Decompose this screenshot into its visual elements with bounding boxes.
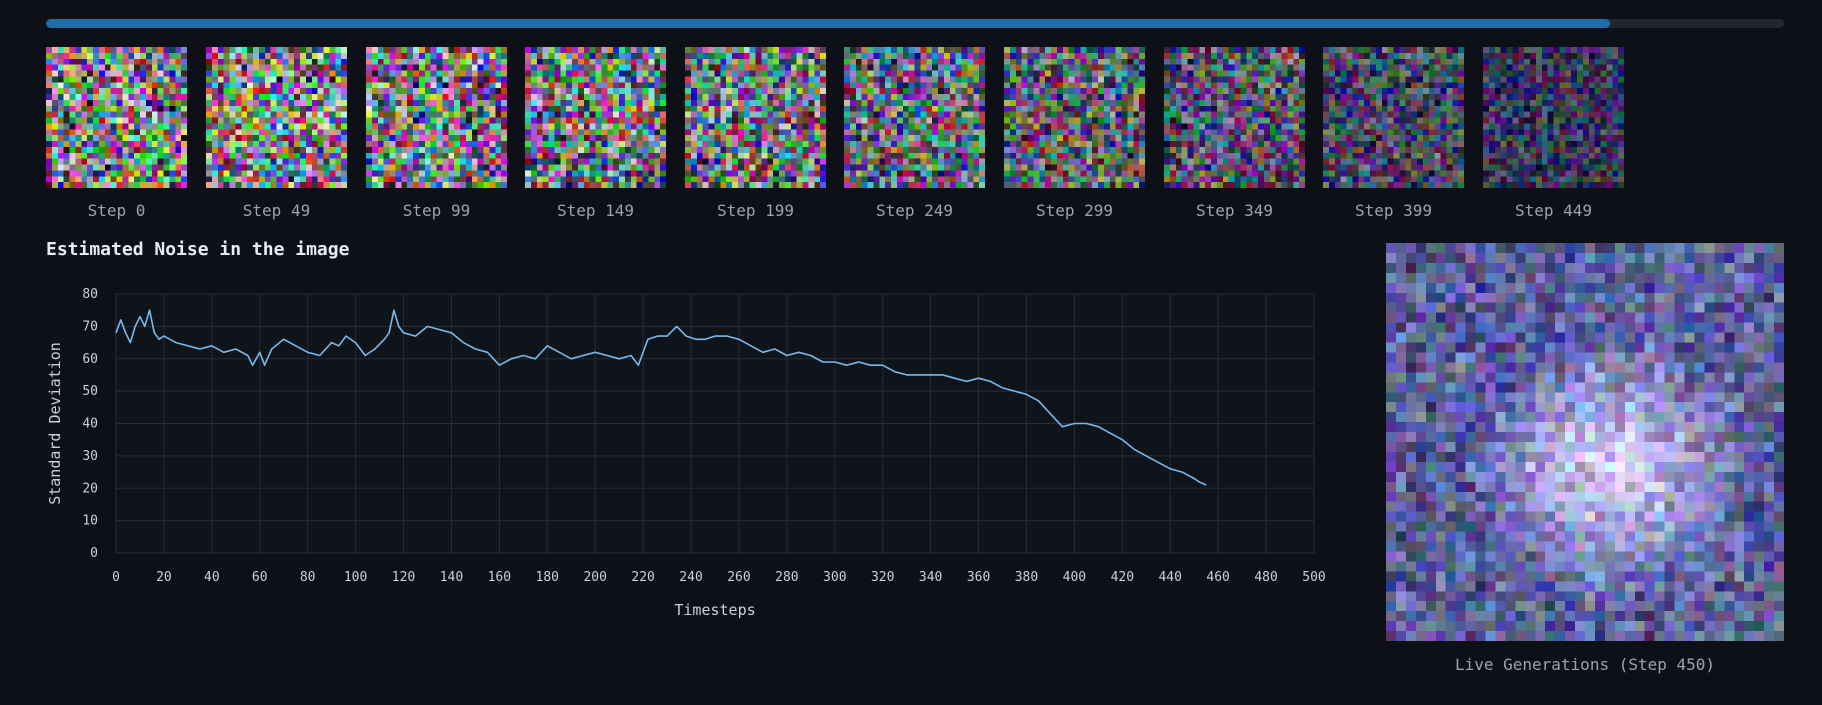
thumbnail-label: Step 249 [875,201,954,220]
thumbnail-label: Step 0 [87,201,146,220]
x-axis-label: Timesteps [674,601,755,619]
x-tick-label: 280 [775,570,798,585]
x-tick-label: 340 [919,570,942,585]
thumbnail-image [1323,47,1464,188]
thumbnail-label: Step 349 [1195,201,1274,220]
thumbnail-step: Step 149 [525,47,666,220]
x-tick-label: 180 [536,570,559,585]
x-tick-label: 420 [1111,570,1134,585]
x-tick-label: 400 [1063,570,1086,585]
live-generation-image [1386,243,1784,641]
x-tick-label: 0 [112,570,120,585]
thumbnail-label: Step 399 [1354,201,1433,220]
thumbnail-image [46,47,187,188]
x-tick-label: 500 [1302,570,1325,585]
x-tick-label: 320 [871,570,894,585]
live-generation-panel: Live Generations (Step 450) [1386,243,1784,674]
x-tick-label: 300 [823,570,846,585]
thumbnail-image [844,47,985,188]
thumbnail-step: Step 399 [1323,47,1464,220]
y-tick-label: 80 [82,287,98,302]
y-tick-label: 50 [82,384,98,399]
thumbnail-step: Step 199 [685,47,826,220]
thumbnail-image [1483,47,1624,188]
thumbnail-image [366,47,507,188]
y-tick-label: 60 [82,352,98,367]
chart-title: Estimated Noise in the image [46,239,350,260]
x-tick-label: 140 [440,570,463,585]
thumbnail-step: Step 349 [1164,47,1305,220]
x-tick-label: 440 [1158,570,1181,585]
y-tick-label: 30 [82,449,98,464]
thumbnail-label: Step 449 [1514,201,1593,220]
x-tick-label: 380 [1015,570,1038,585]
x-tick-label: 160 [488,570,511,585]
thumbnail-label: Step 199 [716,201,795,220]
progress-fill [46,19,1611,28]
thumbnail-image [525,47,666,188]
thumbnail-label: Step 299 [1035,201,1114,220]
thumbnail-step: Step 449 [1483,47,1624,220]
x-tick-label: 220 [631,570,654,585]
y-tick-label: 70 [82,319,98,334]
x-tick-label: 60 [252,570,268,585]
y-axis-label: Standard Deviation [46,342,64,505]
live-generation-caption: Live Generations (Step 450) [1454,655,1716,674]
thumbnail-image [1004,47,1145,188]
x-tick-label: 260 [727,570,750,585]
y-tick-label: 40 [82,417,98,432]
y-tick-label: 20 [82,481,98,496]
y-tick-label: 0 [90,546,98,561]
noise-series-line [115,309,1207,486]
x-tick-label: 360 [967,570,990,585]
thumbnail-image [206,47,347,188]
thumbnail-label: Step 99 [402,201,471,220]
x-tick-label: 40 [204,570,220,585]
thumbnail-step: Step 99 [366,47,507,220]
x-tick-label: 80 [300,570,316,585]
noise-line-chart: 0 20 40 60 80 100 120 140 160 180 200 220 240 260 280 3… [46,287,1326,619]
x-tick-label: 100 [344,570,367,585]
thumbnail-step: Step 249 [844,47,985,220]
thumbnail-image [685,47,826,188]
thumbnail-step: Step 299 [1004,47,1145,220]
progress-bar [46,19,1784,28]
x-tick-label: 120 [392,570,415,585]
x-tick-label: 460 [1206,570,1229,585]
thumbnail-step: Step 49 [206,47,347,220]
x-tick-label: 200 [583,570,606,585]
x-tick-label: 240 [679,570,702,585]
y-tick-label: 10 [82,514,98,529]
x-tick-label: 20 [156,570,172,585]
x-tick-label: 480 [1254,570,1277,585]
thumbnail-step: Step 0 [46,47,187,220]
thumbnail-label: Step 149 [556,201,635,220]
thumbnail-image [1164,47,1305,188]
thumbnail-label: Step 49 [242,201,311,220]
